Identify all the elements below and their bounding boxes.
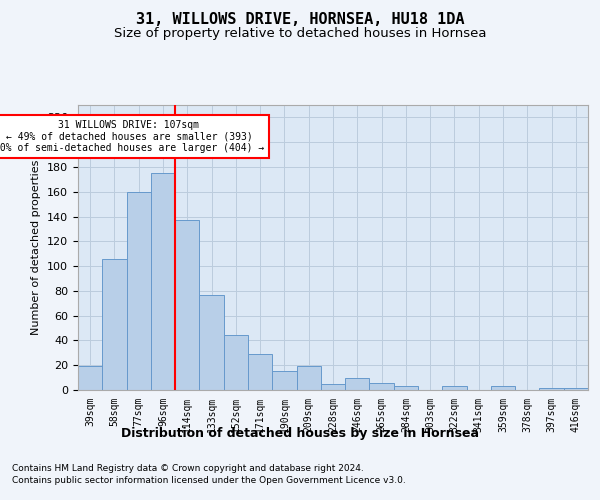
Bar bbox=[442, 386, 467, 390]
Bar bbox=[248, 354, 272, 390]
Bar bbox=[370, 382, 394, 390]
Bar bbox=[564, 388, 588, 390]
Bar bbox=[151, 173, 175, 390]
Bar bbox=[102, 258, 127, 390]
Bar bbox=[175, 220, 199, 390]
Bar bbox=[321, 384, 345, 390]
Y-axis label: Number of detached properties: Number of detached properties bbox=[31, 160, 41, 335]
Bar bbox=[394, 386, 418, 390]
Text: Contains public sector information licensed under the Open Government Licence v3: Contains public sector information licen… bbox=[12, 476, 406, 485]
Bar bbox=[78, 366, 102, 390]
Bar bbox=[127, 192, 151, 390]
Bar bbox=[539, 388, 564, 390]
Text: Contains HM Land Registry data © Crown copyright and database right 2024.: Contains HM Land Registry data © Crown c… bbox=[12, 464, 364, 473]
Text: Distribution of detached houses by size in Hornsea: Distribution of detached houses by size … bbox=[121, 428, 479, 440]
Bar bbox=[491, 386, 515, 390]
Bar bbox=[224, 336, 248, 390]
Text: 31, WILLOWS DRIVE, HORNSEA, HU18 1DA: 31, WILLOWS DRIVE, HORNSEA, HU18 1DA bbox=[136, 12, 464, 28]
Bar bbox=[272, 372, 296, 390]
Text: Size of property relative to detached houses in Hornsea: Size of property relative to detached ho… bbox=[114, 28, 486, 40]
Bar bbox=[345, 378, 370, 390]
Text: 31 WILLOWS DRIVE: 107sqm
← 49% of detached houses are smaller (393)
50% of semi-: 31 WILLOWS DRIVE: 107sqm ← 49% of detach… bbox=[0, 120, 264, 153]
Bar bbox=[296, 366, 321, 390]
Bar bbox=[199, 294, 224, 390]
